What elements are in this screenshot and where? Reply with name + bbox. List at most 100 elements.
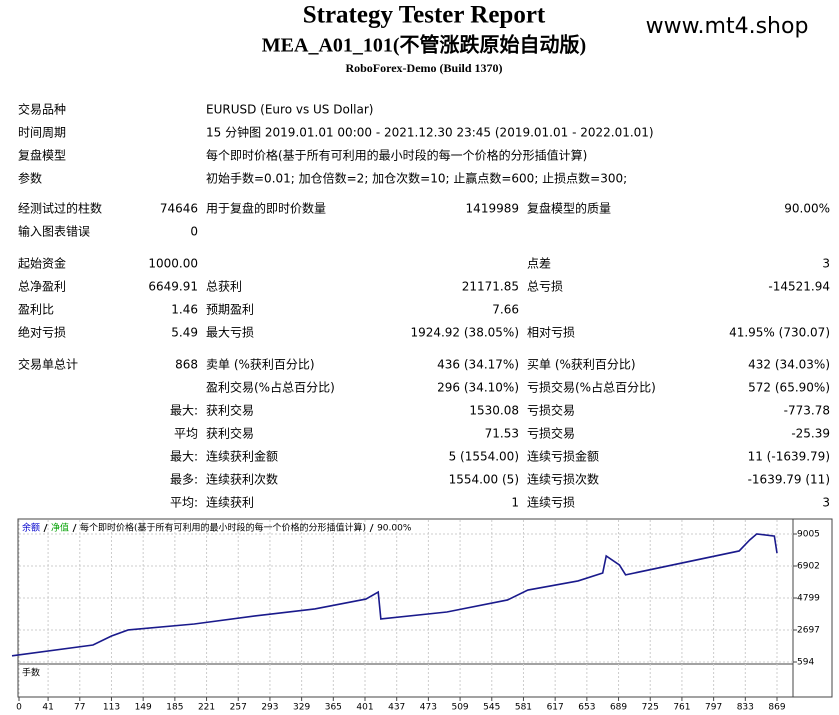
cell-label: 连续亏损金额 [527,449,599,464]
cell-label: 预期盈利 [206,303,254,317]
cell-label: 交易品种 [18,102,66,117]
x-tick-label: 185 [166,703,183,713]
cell-label: 获利交易 [206,426,254,441]
cell-value: 初始手数=0.01; 加仓倍数=2; 加仓次数=10; 止赢点数=600; 止损… [206,171,627,186]
cell-label: 用于复盘的即时价数量 [206,201,326,216]
cell-value: 3 [822,496,830,510]
balance-line [11,533,778,657]
cell-value: 572 (65.90%) [748,381,830,395]
y-tick-label: 4799 [797,594,820,604]
x-tick-label: 653 [578,703,595,713]
x-tick-label: 473 [420,703,437,713]
cell-value: 1.46 [171,303,198,317]
caption-part: 每个即时价格(基于所有可利用的最小时段的每一个价格的分形插值计算) [80,522,366,534]
x-tick-label: 401 [356,703,373,713]
cell-label: 复盘模型 [18,148,66,163]
cell-value: 296 (34.10%) [437,381,519,395]
x-tick-label: 509 [451,703,468,713]
cell-label: 亏损交易(%占总百分比) [527,380,656,395]
cell-value: 1000.00 [148,257,198,271]
cell-label: 连续亏损 [527,495,575,510]
y-tick-label: 594 [797,658,814,668]
x-tick-label: 617 [547,703,564,713]
cell-label: 买单 (%获利百分比) [527,358,636,372]
cell-label: 获利交易 [206,403,254,418]
cell-label: 连续获利 [206,495,254,510]
x-tick-label: 0 [16,703,22,713]
cell-value: -1639.79 (11) [748,473,830,487]
cell-label: 总获利 [206,280,242,294]
cell-label: 绝对亏损 [18,325,66,340]
cell-value: 74646 [160,202,198,216]
cell-value: 6649.91 [148,280,198,294]
cell-label: 相对亏损 [527,326,575,340]
cell-value: 3 [822,257,830,271]
cell-label: 经测试过的柱数 [18,201,102,216]
cell-value: 21171.85 [462,280,519,294]
cell-label: 最大亏损 [206,326,254,340]
x-tick-label: 761 [673,703,690,713]
cell-value: 0 [190,225,198,239]
x-tick-label: 581 [515,703,532,713]
cell-value: 平均: [170,496,198,510]
cell-value: 1924.92 (38.05%) [410,326,519,340]
y-tick-label: 6902 [797,561,820,571]
cell-value: 每个即时价格(基于所有可利用的最小时段的每一个价格的分形插值计算) [206,148,587,163]
cell-label: 输入图表错误 [18,224,90,239]
x-tick-label: 113 [103,703,120,713]
x-tick-label: 869 [768,703,785,713]
cell-label: 连续获利次数 [206,472,278,487]
cell-label: 连续亏损次数 [527,472,599,487]
cell-label: 总亏损 [527,280,563,294]
cell-value: 1 [511,496,519,510]
caption-separator [43,523,48,533]
cell-value: 11 (-1639.79) [748,450,830,464]
x-tick-label: 797 [705,703,722,713]
stats-table: 交易品种 EURUSD (Euro vs US Dollar) 时间周期 15 分钟图… [18,102,830,510]
caption-part: 净值 [51,522,69,534]
x-tick-label: 725 [642,703,659,713]
cell-label: 卖单 (%获利百分比) [206,358,315,372]
cell-value: -25.39 [791,427,830,441]
report-title: Strategy Tester Report [303,2,546,29]
cell-label: 点差 [527,257,551,271]
cell-value: 最大: [170,404,198,418]
cell-value: 最大: [170,450,198,464]
caption-separator [369,523,374,533]
caption-separator [72,523,77,533]
cell-label: 盈利交易(%占总百分比) [206,380,335,395]
x-tick-label: 149 [135,703,152,713]
cell-value: 41.95% (730.07) [729,326,830,340]
y-tick-label: 2697 [797,625,820,635]
chart-frame [17,518,833,698]
caption-part: 90.00% [377,524,412,534]
cell-value: 平均 [174,427,198,441]
x-tick-label: 365 [325,703,342,713]
cell-label: 亏损交易 [527,403,575,418]
cell-value: -773.78 [784,404,830,418]
cell-value: 90.00% [784,202,830,216]
cell-value: 5 (1554.00) [449,450,519,464]
x-tick-label: 293 [261,703,278,713]
x-tick-label: 329 [293,703,310,713]
cell-value: 868 [175,358,198,372]
cell-value: 最多: [170,473,198,487]
cell-label: 亏损交易 [527,426,575,441]
cell-value: -14521.94 [768,280,830,294]
cell-label: 起始资金 [18,256,66,271]
cell-label: 盈利比 [18,303,54,317]
cell-value: EURUSD (Euro vs US Dollar) [206,103,373,117]
cell-value: 432 (34.03%) [748,358,830,372]
x-tick-label: 437 [388,703,405,713]
cell-value: 71.53 [485,427,519,441]
cell-value: 1530.08 [469,404,519,418]
cell-value: 7.66 [492,303,519,317]
server: RoboForex-Demo (Build 1370) [345,61,502,75]
cell-value: 15 分钟图 2019.01.01 00:00 - 2021.12.30 23:… [206,125,654,140]
cell-value: 1554.00 (5) [449,473,519,487]
x-tick-label: 41 [42,703,53,713]
x-tick-label: 77 [74,703,85,713]
watermark: www.mt4.shop [646,14,809,39]
